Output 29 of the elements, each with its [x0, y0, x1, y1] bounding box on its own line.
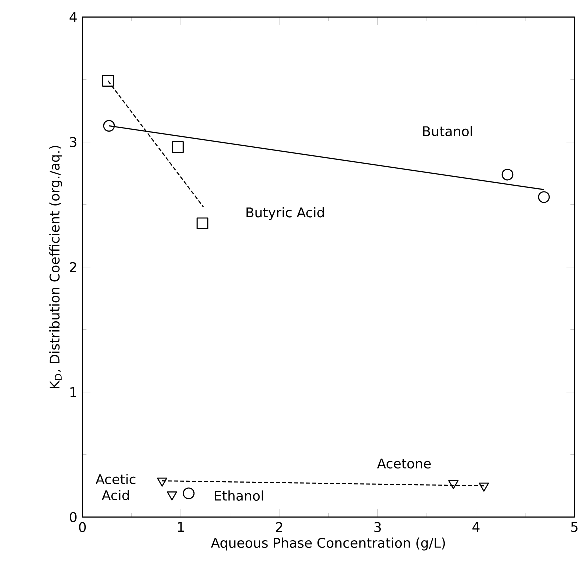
annotation: Butanol [423, 126, 472, 136]
y-tick-label: 2 [70, 262, 76, 272]
point [157, 478, 168, 487]
point [196, 218, 209, 230]
x-axis-title: Aqueous Phase Concentration (g/L) [211, 538, 446, 551]
point [103, 120, 116, 132]
x-tick-label: 3 [374, 522, 382, 532]
point [167, 492, 178, 501]
x-tick-label: 0 [79, 522, 86, 532]
y-tick-label: 0 [70, 512, 77, 522]
point [448, 480, 459, 490]
point [183, 488, 195, 500]
annotation: Acetone [377, 458, 431, 469]
x-tick-label: 5 [571, 522, 578, 532]
annotation: Acetic Acid [96, 474, 136, 500]
y-axis-title: K$_{D}$, Distribution Coefficient (org./aq.) [50, 146, 62, 388]
y-tick-label: 1 [70, 387, 76, 398]
x-tick-label: 1 [178, 522, 184, 532]
y-tick-label: 3 [70, 137, 77, 148]
point [478, 482, 490, 492]
y-tick-label: 4 [70, 12, 77, 22]
point [538, 191, 550, 204]
x-tick-label: 2 [276, 522, 282, 532]
annotation: Butyric Acid [246, 207, 324, 220]
point [102, 75, 114, 87]
point [502, 168, 514, 181]
point [172, 141, 184, 154]
annotation: Ethanol [215, 490, 264, 501]
x-tick-label: 4 [472, 522, 480, 532]
